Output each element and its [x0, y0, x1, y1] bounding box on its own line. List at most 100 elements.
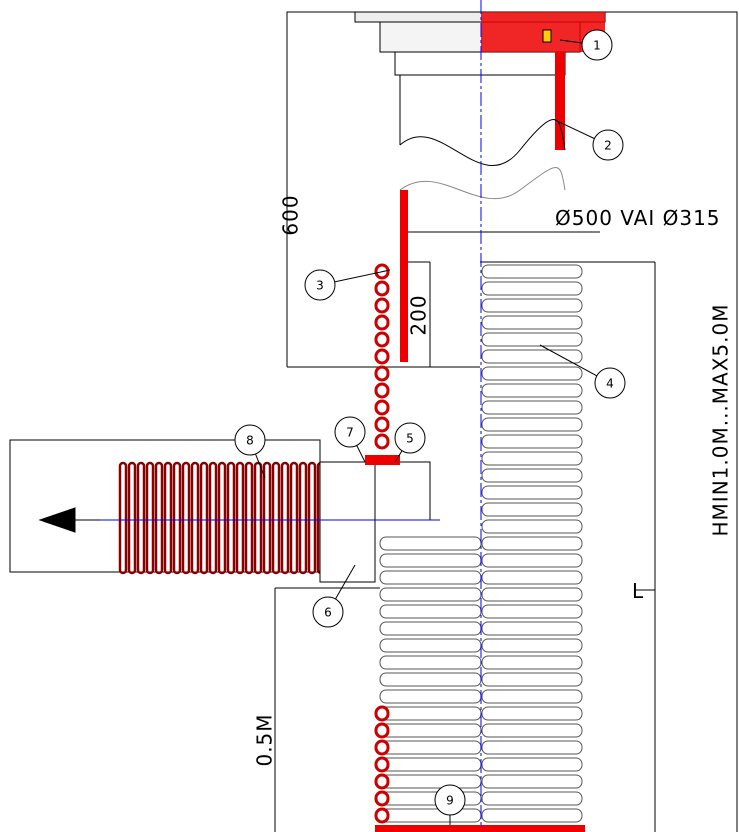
dim-label: Ø500 VAI Ø315 [555, 206, 721, 230]
callout-number: 6 [324, 606, 332, 620]
outlet-rib [280, 461, 290, 575]
outlet-rib [199, 461, 209, 575]
rib-section [374, 297, 390, 314]
corrugated-pipe [118, 263, 583, 824]
callout-circle [594, 367, 626, 399]
outlet-rib [127, 461, 137, 575]
rib-section [374, 314, 390, 331]
callout-circle [234, 424, 266, 456]
rib [379, 808, 482, 823]
callout-circle [304, 269, 336, 301]
rib [379, 672, 482, 687]
rib-section [374, 722, 390, 739]
dim-label: 0.5M [253, 713, 277, 766]
callout-circle [592, 129, 624, 161]
outlet-rib [271, 461, 281, 575]
callout-number: 4 [606, 377, 614, 391]
rib [481, 638, 583, 653]
rib [379, 774, 482, 789]
outlet-rib [298, 461, 308, 575]
callout-circle [581, 29, 613, 61]
rib [481, 485, 583, 500]
rib [481, 706, 583, 721]
outlet-rib [163, 461, 173, 575]
outlet-rib [235, 461, 245, 575]
rib [379, 655, 482, 670]
rib [481, 417, 583, 432]
rib [379, 740, 482, 755]
rib [481, 689, 583, 704]
rib [481, 791, 583, 806]
rib [379, 638, 482, 653]
rib [481, 502, 583, 517]
callout-number: 5 [406, 432, 414, 446]
rib [481, 740, 583, 755]
callout-number: 1 [593, 39, 601, 53]
rib [481, 298, 583, 313]
callout-number: 7 [346, 426, 354, 440]
center-lines [100, 0, 482, 832]
rib [481, 723, 583, 738]
callout-circle [434, 784, 466, 816]
dim-label: HMIN1.0M...MAX5.0M [709, 304, 733, 537]
rib [379, 604, 482, 619]
callout-number: 8 [246, 434, 254, 448]
rib [481, 332, 583, 347]
outlet-rib [253, 461, 263, 575]
rib [379, 689, 482, 704]
frames [9, 11, 738, 832]
outlet-rib [307, 461, 317, 575]
callouts: 1 2 3 4 5 6 7 8 9 [234, 29, 626, 825]
outlet-rib [136, 461, 146, 575]
rib [481, 604, 583, 619]
rib [379, 587, 482, 602]
rib [481, 536, 583, 551]
dim-label: 200 [407, 294, 431, 335]
callout-number: 3 [316, 279, 324, 293]
callout-circle [394, 422, 426, 454]
rib [481, 774, 583, 789]
rib [481, 400, 583, 415]
dim-label: 600 [279, 194, 303, 235]
rib-section [374, 739, 390, 756]
outlet [38, 455, 431, 583]
dim-label: L [632, 579, 644, 603]
base [375, 825, 585, 832]
rib [481, 264, 583, 279]
outlet-rib [172, 461, 182, 575]
rib-section [374, 416, 390, 433]
rib [481, 434, 583, 449]
rib [481, 757, 583, 772]
outlet-rib [226, 461, 236, 575]
rib [379, 621, 482, 636]
rib [481, 349, 583, 364]
rib [481, 672, 583, 687]
rib-section [374, 382, 390, 399]
rib [481, 808, 583, 823]
callout-number: 9 [446, 794, 454, 808]
rib-section [374, 790, 390, 807]
cap-neck [394, 51, 566, 76]
riser-wall [555, 52, 565, 150]
rib [481, 570, 583, 585]
rib-section [374, 348, 390, 365]
rib [379, 553, 482, 568]
rib [481, 655, 583, 670]
callout-circle [312, 596, 344, 628]
rib [481, 621, 583, 636]
rib [379, 706, 482, 721]
callout-circle [334, 416, 366, 448]
rib [481, 315, 583, 330]
outlet-rib [181, 461, 191, 575]
rib [379, 570, 482, 585]
rib-section [374, 756, 390, 773]
rib [481, 519, 583, 534]
rib [481, 383, 583, 398]
bolt [542, 29, 552, 43]
cap [354, 11, 606, 150]
rib-section [374, 705, 390, 722]
riser [399, 75, 566, 362]
callout-number: 2 [604, 139, 612, 153]
outlet-rib [289, 461, 299, 575]
